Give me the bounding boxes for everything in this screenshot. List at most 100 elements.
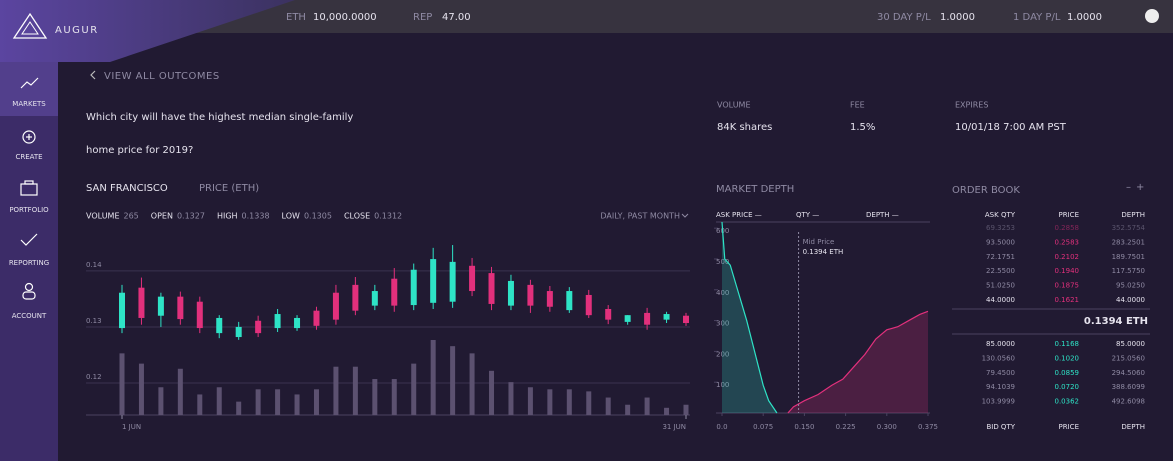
candle-body bbox=[585, 294, 592, 316]
meta-value: 10/01/18 7:00 AM PST bbox=[955, 122, 1067, 133]
summary-value: 0.1305 bbox=[304, 212, 332, 221]
x-tick-label: 0.150 bbox=[794, 423, 814, 431]
candle-body bbox=[371, 291, 378, 306]
order-row-cell: 85.0000 bbox=[1116, 340, 1145, 348]
order-row-cell: 117.5750 bbox=[1112, 267, 1145, 275]
meta-value: 84K shares bbox=[717, 122, 772, 133]
candle-body bbox=[488, 273, 495, 304]
volume-bar bbox=[177, 368, 183, 415]
volume-bar bbox=[255, 389, 261, 415]
order-row-cell: 22.5500 bbox=[986, 267, 1015, 275]
order-row-cell: 94.1039 bbox=[986, 383, 1015, 391]
order-book-title: ORDER BOOK bbox=[952, 185, 1020, 196]
stat-label: REP bbox=[413, 12, 432, 23]
back-chevron[interactable] bbox=[90, 70, 96, 80]
sidebar bbox=[0, 62, 58, 461]
nav-item[interactable]: PORTFOLIO bbox=[9, 206, 49, 214]
order-book-footer: BID QTY bbox=[986, 423, 1015, 431]
depth-column-header: QTY — bbox=[796, 211, 819, 219]
meta-label: EXPIRES bbox=[955, 101, 988, 110]
order-row-cell: 0.0859 bbox=[1055, 369, 1080, 377]
volume-bar bbox=[411, 363, 417, 415]
candle-body bbox=[332, 292, 339, 320]
nav-item[interactable]: CREATE bbox=[15, 153, 42, 161]
candle-body bbox=[644, 312, 651, 325]
candle-body bbox=[391, 278, 398, 306]
sidebar-icons bbox=[20, 77, 39, 300]
stat-label: 30 DAY P/L bbox=[877, 12, 931, 23]
order-row-cell: 189.7501 bbox=[1112, 253, 1145, 261]
nav-item[interactable]: ACCOUNT bbox=[12, 312, 47, 320]
candle-body bbox=[294, 317, 301, 329]
zoom-in[interactable]: + bbox=[1136, 182, 1144, 193]
order-row-cell: 0.2583 bbox=[1055, 238, 1080, 246]
y-tick-label: 100 bbox=[716, 381, 729, 389]
order-row-cell: 388.6099 bbox=[1112, 383, 1145, 391]
volume-bar bbox=[489, 370, 495, 415]
account-icon[interactable] bbox=[1145, 9, 1159, 23]
nav-item[interactable]: REPORTING bbox=[9, 259, 49, 267]
range-chevron[interactable] bbox=[681, 213, 689, 218]
order-row-cell: 283.2501 bbox=[1112, 238, 1145, 246]
x-tick-label: 1 JUN bbox=[122, 423, 141, 431]
volume-bar bbox=[372, 379, 378, 415]
order-book-header: DEPTH bbox=[1121, 211, 1145, 219]
summary-label: CLOSE bbox=[344, 212, 370, 221]
candle-body bbox=[430, 259, 437, 303]
logo bbox=[12, 12, 48, 39]
volume-bar bbox=[119, 353, 125, 415]
volume-bar bbox=[644, 397, 650, 415]
order-row-cell: 0.1168 bbox=[1055, 340, 1080, 348]
volume-bar bbox=[294, 394, 300, 415]
order-row-cell: 0.1020 bbox=[1055, 354, 1080, 362]
summary-value: 0.1327 bbox=[177, 212, 205, 221]
order-row-cell: 51.0250 bbox=[986, 282, 1015, 290]
summary-label: VOLUME bbox=[86, 212, 120, 221]
mid-price-label: Mid Price bbox=[803, 238, 835, 246]
depth-line bbox=[721, 221, 778, 414]
order-row-cell: 69.3253 bbox=[986, 224, 1015, 232]
depth-column-header: ASK PRICE — bbox=[716, 211, 762, 219]
candle-body bbox=[683, 315, 689, 324]
x-tick-label: 0.0 bbox=[716, 423, 727, 431]
stat-value: 1.0000 bbox=[940, 12, 975, 23]
candle-body bbox=[119, 292, 125, 329]
order-row-cell: 72.1751 bbox=[986, 253, 1015, 261]
volume-bar bbox=[547, 389, 553, 415]
outcome-name: SAN FRANCISCO bbox=[86, 183, 168, 194]
volume-bar bbox=[527, 387, 533, 415]
candle-body bbox=[566, 291, 573, 311]
order-row-cell: 352.5754 bbox=[1112, 224, 1146, 232]
depth-line bbox=[787, 310, 929, 414]
y-tick-label: 0.13 bbox=[86, 317, 102, 325]
volume-bar bbox=[138, 363, 144, 415]
candle-body bbox=[546, 291, 553, 307]
order-book-header: PRICE bbox=[1059, 211, 1079, 219]
back-link[interactable]: VIEW ALL OUTCOMES bbox=[104, 71, 220, 82]
nav-item[interactable]: MARKETS bbox=[12, 100, 46, 108]
candle-body bbox=[138, 287, 145, 318]
order-book-footer: DEPTH bbox=[1121, 423, 1145, 431]
volume-bar bbox=[158, 387, 164, 415]
volume-bar bbox=[566, 389, 572, 415]
range-select[interactable]: DAILY, PAST MONTH bbox=[600, 212, 680, 221]
candle-body bbox=[274, 314, 281, 329]
volume-bar bbox=[605, 397, 611, 415]
volume-bar bbox=[333, 366, 339, 415]
volume-bar bbox=[683, 404, 689, 415]
order-row-cell: 0.1940 bbox=[1055, 267, 1080, 275]
stat-value: 47.00 bbox=[442, 12, 471, 23]
candle-body bbox=[410, 269, 417, 306]
order-row-cell: 103.9999 bbox=[982, 398, 1015, 406]
stat-label: ETH bbox=[286, 12, 306, 23]
y-tick-label: 400 bbox=[716, 289, 729, 297]
meta-label: VOLUME bbox=[717, 101, 751, 110]
zoom-out[interactable]: – bbox=[1126, 182, 1131, 193]
volume-bar bbox=[216, 387, 222, 415]
meta-value: 1.5% bbox=[850, 122, 875, 133]
order-row-cell: 0.0362 bbox=[1055, 398, 1080, 406]
order-book-footer: PRICE bbox=[1059, 423, 1079, 431]
y-tick-label: 500 bbox=[716, 258, 729, 266]
order-row-cell: 93.5000 bbox=[986, 238, 1015, 246]
volume-bar bbox=[430, 340, 436, 415]
